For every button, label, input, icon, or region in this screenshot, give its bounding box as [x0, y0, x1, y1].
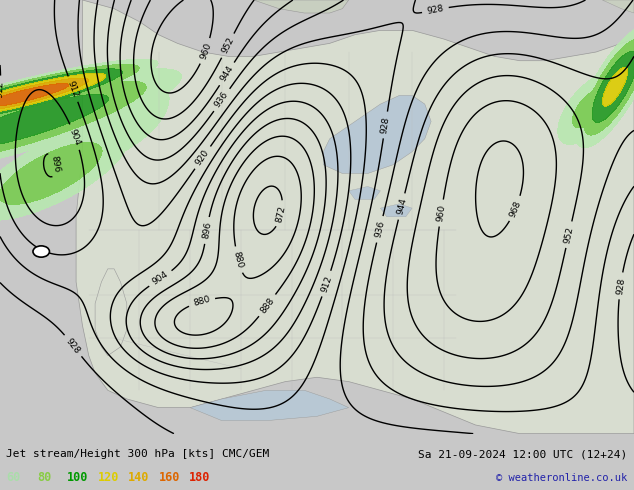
Text: 100: 100	[67, 471, 89, 484]
Text: Sa 21-09-2024 12:00 UTC (12+24): Sa 21-09-2024 12:00 UTC (12+24)	[418, 449, 628, 460]
Text: 968: 968	[508, 199, 523, 219]
Text: 120: 120	[98, 471, 119, 484]
Polygon shape	[76, 0, 634, 434]
Polygon shape	[380, 204, 412, 217]
Text: 960: 960	[198, 42, 213, 61]
Text: 888: 888	[259, 296, 276, 315]
Text: 952: 952	[562, 225, 575, 244]
Text: © weatheronline.co.uk: © weatheronline.co.uk	[496, 472, 628, 483]
Polygon shape	[349, 187, 380, 199]
Text: 952: 952	[220, 36, 236, 55]
Text: 936: 936	[373, 220, 386, 239]
Text: 140: 140	[128, 471, 150, 484]
Polygon shape	[190, 390, 349, 420]
Text: 180: 180	[189, 471, 210, 484]
Text: 880: 880	[232, 250, 245, 269]
Text: 160: 160	[158, 471, 180, 484]
Text: 920: 920	[194, 148, 211, 167]
Text: 928: 928	[380, 116, 391, 134]
Text: 880: 880	[192, 295, 211, 308]
Text: 60: 60	[6, 471, 20, 484]
Text: 80: 80	[37, 471, 51, 484]
Polygon shape	[95, 269, 127, 356]
Text: 928: 928	[615, 277, 626, 295]
Text: 928: 928	[426, 4, 444, 16]
Text: 872: 872	[275, 204, 288, 223]
Text: 904: 904	[68, 127, 82, 147]
Text: 928: 928	[64, 336, 82, 355]
Text: 912: 912	[66, 79, 81, 98]
Text: 896: 896	[50, 155, 61, 173]
Polygon shape	[602, 0, 634, 13]
Text: 944: 944	[395, 197, 408, 216]
Polygon shape	[254, 0, 349, 13]
Text: Jet stream/Height 300 hPa [kts] CMC/GEM: Jet stream/Height 300 hPa [kts] CMC/GEM	[6, 449, 269, 460]
Text: 936: 936	[213, 90, 230, 110]
Text: 912: 912	[0, 80, 5, 98]
Text: 896: 896	[201, 221, 212, 240]
Text: 904: 904	[151, 270, 170, 287]
Polygon shape	[323, 96, 431, 173]
Text: 912: 912	[320, 274, 333, 293]
Text: 944: 944	[219, 64, 235, 83]
Circle shape	[33, 246, 49, 257]
Text: 960: 960	[436, 204, 447, 222]
